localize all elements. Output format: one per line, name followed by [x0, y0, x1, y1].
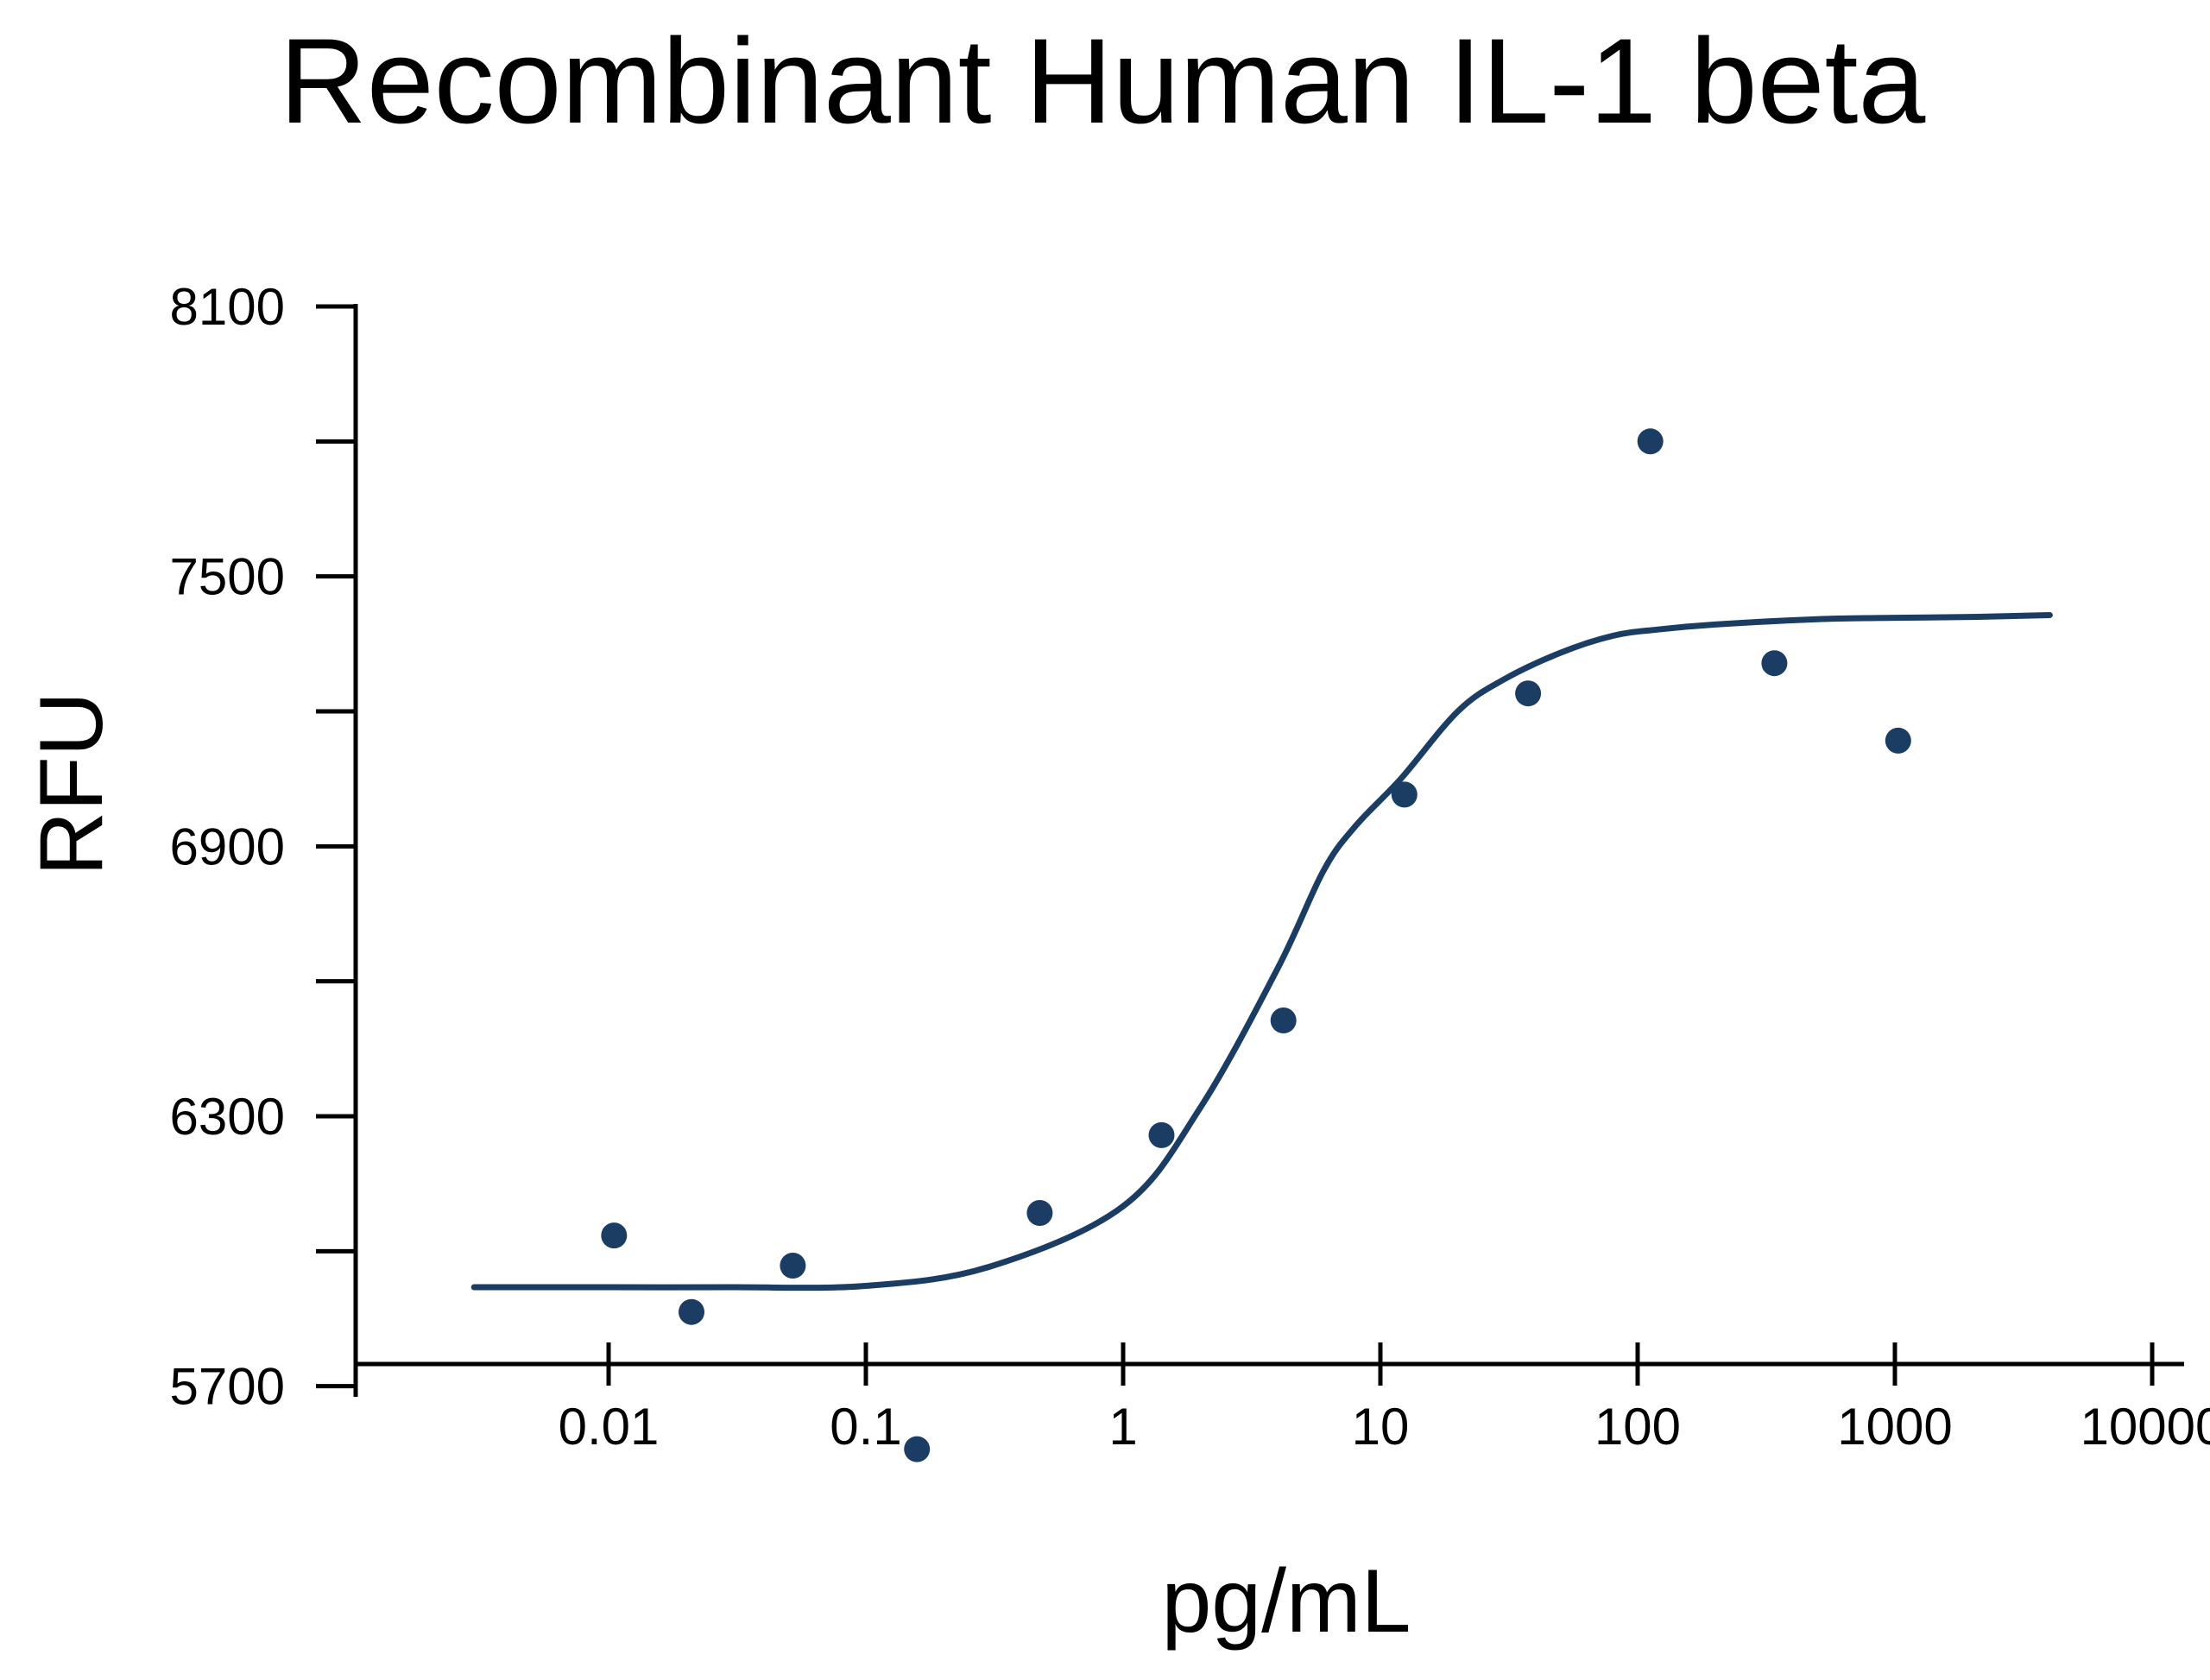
x-tick-label-10000: 10000 [2081, 1398, 2210, 1456]
data-point-6 [1148, 1121, 1175, 1148]
data-point-9 [1515, 680, 1542, 707]
data-point-12 [1885, 727, 1911, 754]
data-point-2 [679, 1298, 704, 1325]
y-axis-label: RFU [22, 692, 122, 876]
chart-title: Recombinant Human IL-1 beta [280, 13, 1926, 148]
x-tick-label-100: 100 [1594, 1398, 1681, 1456]
data-point-4 [904, 1436, 931, 1462]
data-point-8 [1391, 781, 1418, 808]
x-tick-label-0.01: 0.01 [559, 1398, 660, 1456]
data-point-11 [1761, 650, 1788, 677]
x-tick-label-10: 10 [1352, 1398, 1410, 1456]
x-tick-label-1: 1 [1108, 1398, 1137, 1456]
x-tick-label-1000: 1000 [1837, 1398, 1952, 1456]
y-tick-label-8100: 8100 [170, 278, 285, 336]
data-point-3 [780, 1253, 806, 1279]
y-tick-label-7500: 7500 [170, 548, 285, 606]
y-tick-label-5700: 5700 [170, 1358, 285, 1416]
y-tick-label-6300: 6300 [170, 1088, 285, 1146]
series [470, 428, 2053, 1462]
data-point-7 [1270, 1007, 1297, 1033]
data-point-10 [1637, 428, 1664, 455]
data-point-1 [601, 1222, 628, 1249]
data-point-5 [1026, 1200, 1053, 1226]
x-tick-label-0.1: 0.1 [830, 1398, 901, 1456]
x-axis-label: pg/mL [1161, 1551, 1411, 1652]
fit-curve [470, 612, 2053, 1292]
ticks: 5700 6300 6900 7500 8100 0.01 0.1 1 10 100 1000 100… [170, 278, 2210, 1456]
y-tick-label-6900: 6900 [170, 818, 285, 875]
axes [353, 304, 2184, 1397]
